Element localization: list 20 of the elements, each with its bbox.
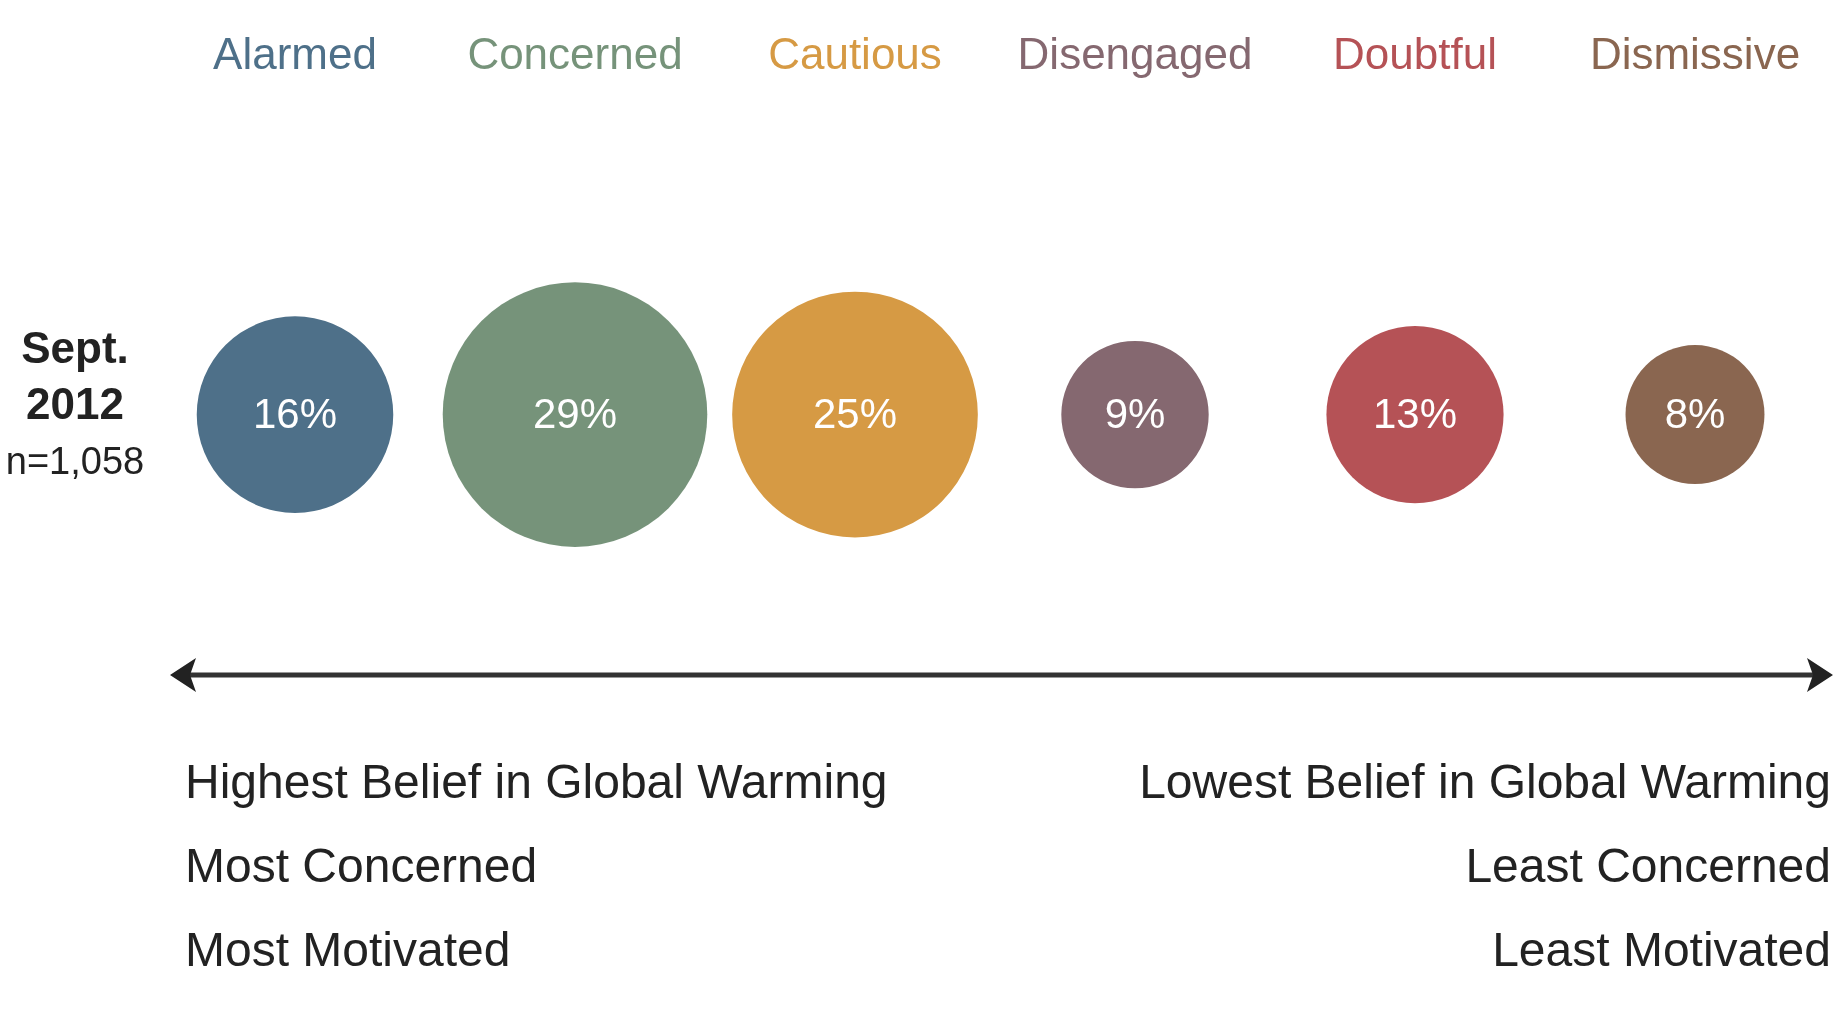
category-label: Concerned xyxy=(467,29,683,79)
category-label: Doubtful xyxy=(1333,29,1497,79)
category-label: Cautious xyxy=(768,29,942,79)
text: Least Motivated xyxy=(1491,922,1831,978)
data-label: 13% xyxy=(1372,389,1458,437)
text: Highest Belief in Global Warming xyxy=(185,754,888,810)
text: Least Concerned xyxy=(1464,838,1831,894)
data-label: 25% xyxy=(812,389,898,437)
category-label: Dismissive xyxy=(1589,29,1801,79)
text: Sept. 2012 xyxy=(20,322,130,430)
data-label: 9% xyxy=(1104,389,1166,437)
text: n=1,058 xyxy=(4,440,146,483)
data-label: 16% xyxy=(252,389,338,437)
data-label: 8% xyxy=(1664,389,1726,437)
category-label: Alarmed xyxy=(213,29,377,79)
text: Most Motivated xyxy=(185,922,512,978)
text: Most Concerned xyxy=(185,838,539,894)
data-label: 29% xyxy=(532,389,618,437)
category-label: Disengaged xyxy=(1017,29,1253,79)
text: Lowest Belief in Global Warming xyxy=(1139,754,1831,810)
